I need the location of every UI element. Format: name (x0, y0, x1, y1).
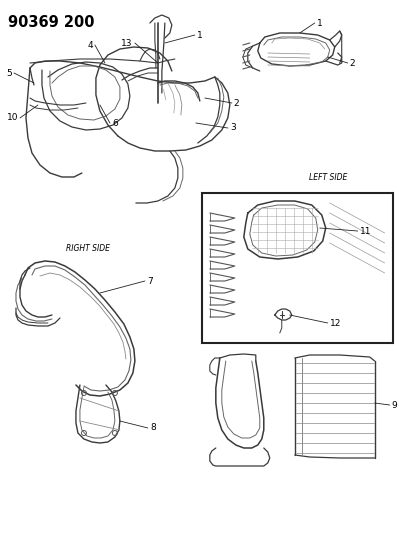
Text: 10: 10 (6, 114, 18, 123)
Text: 11: 11 (360, 227, 371, 236)
Text: 6: 6 (112, 118, 118, 127)
Text: RIGHT SIDE: RIGHT SIDE (66, 244, 110, 253)
Text: 90369 200: 90369 200 (8, 15, 95, 30)
Text: 13: 13 (121, 38, 133, 47)
Bar (202, 193, 393, 343)
Text: 1: 1 (197, 30, 203, 39)
Text: LEFT SIDE: LEFT SIDE (309, 173, 348, 182)
Text: 9: 9 (392, 400, 397, 409)
Text: 2: 2 (234, 99, 239, 108)
Text: 7: 7 (147, 277, 153, 286)
Text: 2: 2 (350, 59, 356, 68)
Text: 5: 5 (6, 69, 12, 77)
Text: 8: 8 (150, 424, 156, 432)
Text: 1: 1 (317, 19, 322, 28)
Text: 12: 12 (330, 319, 341, 327)
Text: 4: 4 (87, 41, 93, 50)
Text: 3: 3 (230, 124, 235, 133)
